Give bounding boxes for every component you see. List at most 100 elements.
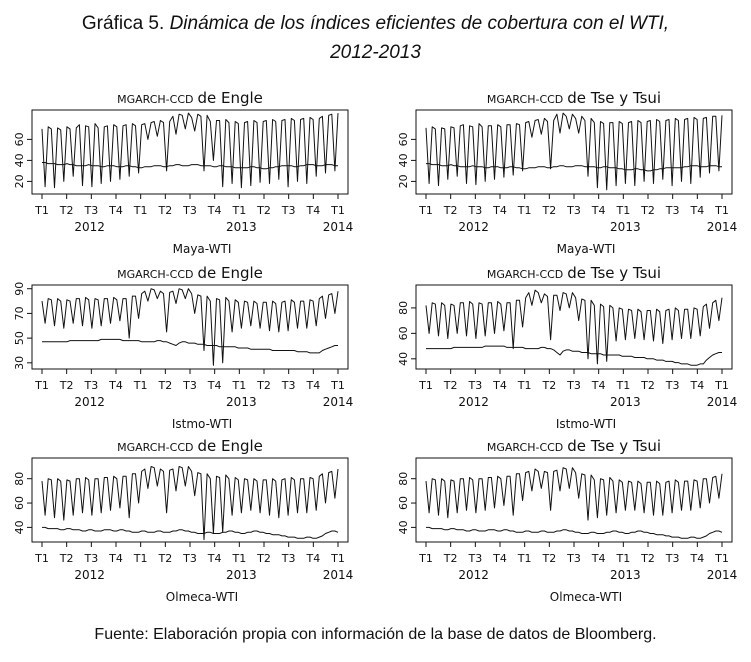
- x-tick-label: T2: [443, 552, 458, 565]
- x-tick-label: T2: [256, 379, 271, 392]
- x-tick-label: T1: [34, 379, 49, 392]
- y-tick-label: 30: [13, 356, 26, 370]
- x-tick-label: T3: [83, 552, 98, 565]
- x-tick-label: T1: [418, 379, 433, 392]
- charts-canvas: MGARCH-CCD de Engle 20 40 60 T1 T2 T3 T4 T1 T2 T3 T4…: [13, 89, 738, 604]
- x-tick-label: T1: [133, 204, 148, 217]
- x-tick-label: T1: [330, 379, 345, 392]
- y-tick-label: 60: [397, 326, 410, 340]
- y-tick-label: 60: [397, 132, 410, 146]
- figure-title-main: Dinámica de los índices eficientes de co…: [169, 13, 670, 34]
- x-tick-label: T3: [83, 379, 98, 392]
- panel-caption: Olmeca-WTI: [166, 590, 238, 604]
- panel-caption: Maya-WTI: [173, 242, 232, 256]
- plot-frame: [415, 284, 733, 370]
- x-year-label: 2014: [323, 220, 354, 234]
- figure-title-prefix: Gráfica 5.: [81, 13, 165, 34]
- panel-title: MGARCH-CCD de Tse y Tsui: [487, 264, 661, 282]
- x-tick-label: T2: [640, 552, 655, 565]
- x-tick-label: T1: [714, 552, 729, 565]
- x-tick-label: T4: [591, 379, 606, 392]
- y-tick-label: 20: [13, 174, 26, 188]
- plot-frame: [31, 284, 349, 370]
- x-tick-label: T1: [231, 204, 246, 217]
- x-tick-label: T1: [615, 552, 630, 565]
- x-tick-label: T4: [108, 552, 123, 565]
- x-tick-label: T1: [34, 552, 49, 565]
- x-tick-label: T3: [467, 204, 482, 217]
- chart-panel-5: MGARCH-CCD de Engle 40 60 80 T1 T2 T3 T4 T1 T2 T3 T4…: [13, 437, 353, 604]
- x-year-label: 2012: [458, 220, 489, 234]
- x-tick-label: T2: [541, 204, 556, 217]
- figure-title: Gráfica 5. Dinámica de los índices efici…: [0, 12, 751, 36]
- x-tick-label: T4: [492, 379, 507, 392]
- panel-title-author: de Tse y Tsui: [567, 264, 661, 282]
- panel-title-author: de Tse y Tsui: [567, 89, 661, 107]
- x-tick-label: T1: [34, 204, 49, 217]
- y-tick-label: 60: [397, 496, 410, 510]
- x-year-label: 2014: [707, 395, 738, 409]
- x-tick-label: T4: [689, 379, 704, 392]
- chart-panel-3: MGARCH-CCD de Engle 30 50 70 90 T1 T2 T3 T4 T1 T2 T3…: [13, 264, 353, 431]
- series-line-efficiency_index: [42, 338, 338, 354]
- x-tick-label: T3: [665, 552, 680, 565]
- x-tick-label: T2: [640, 379, 655, 392]
- x-tick-label: T3: [566, 379, 581, 392]
- x-tick-label: T4: [108, 379, 123, 392]
- x-tick-label: T2: [157, 204, 172, 217]
- panel-title: MGARCH-CCD de Engle: [117, 89, 263, 107]
- x-tick-label: T4: [492, 204, 507, 217]
- series-line-efficiency_index: [42, 526, 339, 539]
- panel-title-author: de Engle: [197, 437, 262, 455]
- series-line-efficiency_index: [426, 526, 723, 539]
- y-tick-label: 50: [13, 331, 26, 345]
- source-note: Fuente: Elaboración propia con informaci…: [94, 626, 657, 643]
- x-year-label: 2013: [610, 395, 641, 409]
- chart-panel-2: MGARCH-CCD de Tse y Tsui 20 40 60 T1 T2 T3 T4 T1 T…: [397, 89, 737, 256]
- x-year-label: 2012: [458, 395, 489, 409]
- x-tick-label: T3: [182, 552, 197, 565]
- x-tick-label: T3: [665, 204, 680, 217]
- y-tick-label: 40: [13, 153, 26, 167]
- x-tick-label: T3: [83, 204, 98, 217]
- series-line-hedge_ratio: [425, 112, 723, 191]
- panel-title: MGARCH-CCD de Tse y Tsui: [487, 89, 661, 107]
- panel-title: MGARCH-CCD de Engle: [117, 437, 263, 455]
- y-tick-label: 60: [13, 496, 26, 510]
- y-tick-label: 40: [397, 520, 410, 534]
- x-tick-label: T3: [467, 379, 482, 392]
- x-tick-label: T3: [566, 552, 581, 565]
- x-tick-label: T1: [517, 204, 532, 217]
- y-tick-label: 90: [13, 282, 26, 296]
- x-tick-label: T4: [305, 552, 320, 565]
- panel-title-model: MGARCH-CCD: [117, 441, 193, 454]
- panel-title-author: de Engle: [197, 89, 262, 107]
- x-tick-label: T3: [665, 379, 680, 392]
- x-tick-label: T3: [281, 379, 296, 392]
- x-tick-label: T2: [157, 379, 172, 392]
- series-line-hedge_ratio: [425, 467, 723, 521]
- x-tick-label: T1: [615, 379, 630, 392]
- x-tick-label: T2: [256, 552, 271, 565]
- x-tick-label: T3: [182, 204, 197, 217]
- x-tick-label: T1: [714, 204, 729, 217]
- x-tick-label: T1: [517, 552, 532, 565]
- y-tick-label: 40: [397, 352, 410, 366]
- series-line-efficiency_index: [42, 162, 338, 170]
- x-tick-label: T2: [256, 204, 271, 217]
- x-year-label: 2014: [707, 220, 738, 234]
- x-year-label: 2013: [226, 395, 257, 409]
- panel-title-author: de Engle: [197, 264, 262, 282]
- y-tick-label: 40: [13, 520, 26, 534]
- x-tick-label: T4: [689, 552, 704, 565]
- series-line-hedge_ratio: [41, 288, 339, 366]
- x-tick-label: T1: [133, 552, 148, 565]
- x-tick-label: T4: [305, 379, 320, 392]
- panel-title-model: MGARCH-CCD: [487, 268, 563, 281]
- y-tick-label: 20: [397, 174, 410, 188]
- series-line-hedge_ratio: [41, 112, 339, 189]
- panel-title: MGARCH-CCD de Tse y Tsui: [487, 437, 661, 455]
- panel-caption: Olmeca-WTI: [550, 590, 622, 604]
- x-tick-label: T1: [714, 379, 729, 392]
- x-tick-label: T4: [207, 379, 222, 392]
